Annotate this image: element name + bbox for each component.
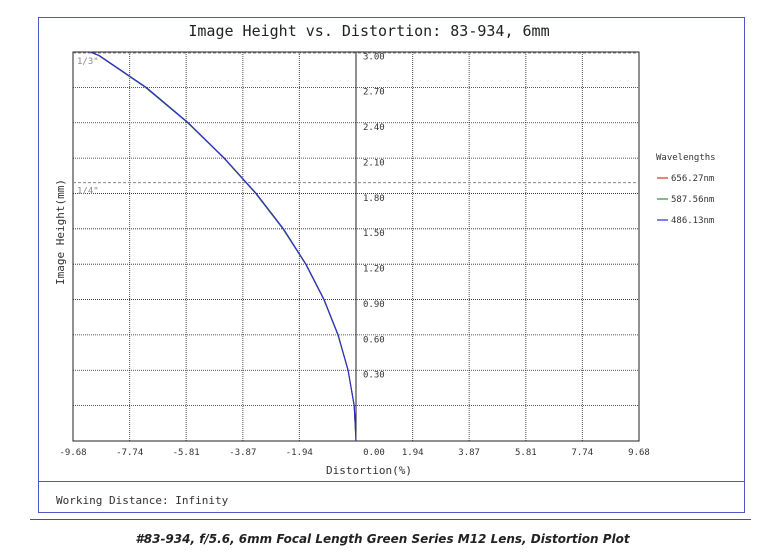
y-tick-label: 1.80 bbox=[363, 194, 385, 204]
x-tick-label: 0.00 bbox=[363, 448, 385, 458]
y-axis-label: Image Height(mm) bbox=[54, 179, 67, 285]
x-tick-label: -1.94 bbox=[286, 448, 313, 458]
legend-title: Wavelengths bbox=[656, 153, 716, 163]
y-tick-label: 0.60 bbox=[363, 335, 385, 345]
y-tick-label: 2.40 bbox=[363, 123, 385, 133]
x-tick-label: 9.68 bbox=[628, 448, 650, 458]
series-line bbox=[90, 51, 357, 442]
chart-title: Image Height vs. Distortion: 83-934, 6mm bbox=[188, 22, 549, 40]
legend-entry: 587.56nm bbox=[671, 195, 714, 205]
series-lines bbox=[89, 51, 357, 442]
y-tick-label: 1.20 bbox=[363, 265, 385, 275]
x-tick-label: 5.81 bbox=[515, 448, 537, 458]
y-tick-label: 2.10 bbox=[363, 158, 385, 168]
x-tick-label: 3.87 bbox=[458, 448, 480, 458]
chart-frame bbox=[38, 17, 745, 513]
x-axis-label: Distortion(%) bbox=[326, 464, 412, 477]
legend-entry: 486.13nm bbox=[671, 216, 714, 226]
sensor-label: 1/3" bbox=[77, 57, 99, 67]
legend: Wavelengths 656.27nm 587.56nm 486.13nm bbox=[656, 153, 716, 226]
frame-divider bbox=[38, 481, 745, 482]
x-tick-label: -7.74 bbox=[116, 448, 143, 458]
figure-caption: #83-934, f/5.6, 6mm Focal Length Green S… bbox=[135, 532, 630, 546]
caption-rule bbox=[30, 519, 751, 520]
legend-entry: 656.27nm bbox=[671, 174, 714, 184]
tick-labels: -9.68 -7.74 -5.81 -3.87 -1.94 0.00 1.94 3.87 5.8… bbox=[59, 52, 649, 458]
x-tick-label: 7.74 bbox=[571, 448, 593, 458]
y-tick-label: 0.90 bbox=[363, 300, 385, 310]
sensor-lines: 1/3" 1/4" bbox=[73, 52, 639, 197]
y-tick-label: 3.00 bbox=[363, 52, 385, 62]
x-tick-label: 1.94 bbox=[402, 448, 424, 458]
y-tick-label: 0.30 bbox=[363, 371, 385, 381]
y-tick-label: 1.50 bbox=[363, 229, 385, 239]
x-tick-label: -3.87 bbox=[229, 448, 256, 458]
x-tick-label: -5.81 bbox=[173, 448, 200, 458]
sensor-label: 1/4" bbox=[77, 187, 99, 197]
x-tick-label: -9.68 bbox=[59, 448, 86, 458]
working-distance-text: Working Distance: Infinity bbox=[56, 494, 229, 507]
grid bbox=[72, 51, 640, 442]
y-tick-label: 2.70 bbox=[363, 88, 385, 98]
